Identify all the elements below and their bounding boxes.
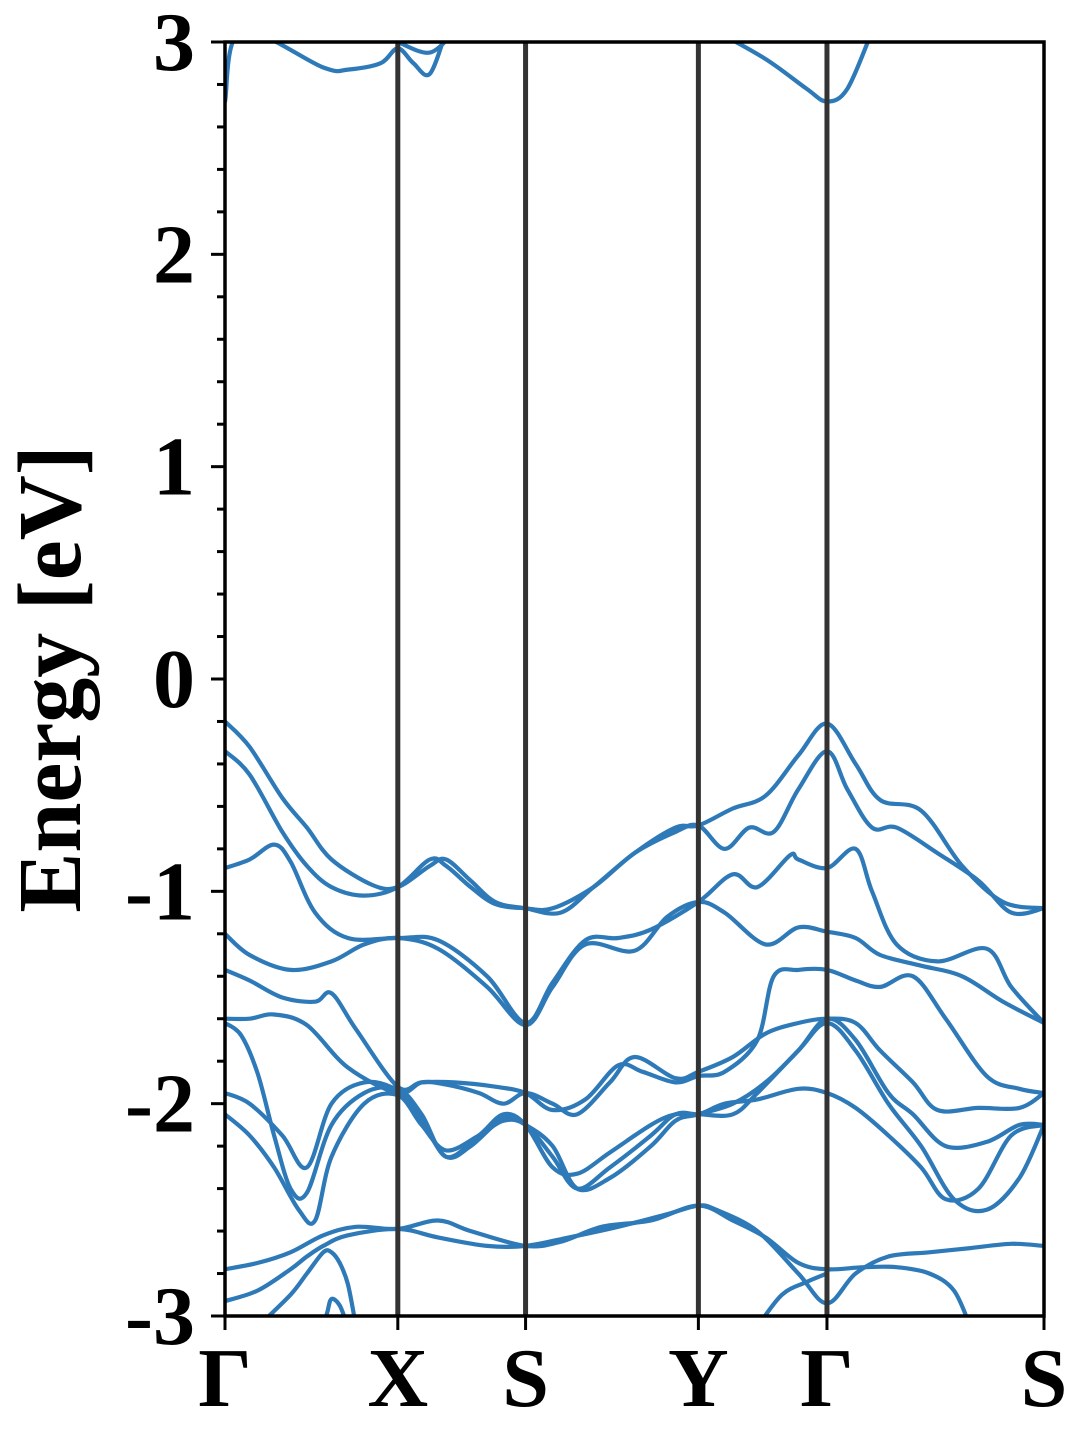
band-line-3 [731,42,871,104]
band-line-1 [225,42,445,104]
band-line-4 [225,719,1044,916]
x-tick-label: X [367,1332,428,1425]
band-line-16 [324,1296,347,1316]
band-line-5 [225,749,1044,917]
x-tick-label: Y [668,1332,729,1425]
band-line-14 [225,1203,1044,1306]
band-line-8 [225,966,1044,1113]
y-axis-label: Energy [eV] [1,445,100,912]
band-line-13 [225,1203,969,1316]
x-tick-label: Γ [198,1332,251,1425]
band-line-12 [225,1020,1044,1226]
y-tick-label: -1 [125,845,195,938]
y-axis-ticks: 3 2 1 0 -1 -2 -3 [125,0,225,1363]
x-tick-label: S [1021,1332,1068,1425]
band-line-7 [225,899,1044,1028]
band-lines [225,42,1044,1316]
y-tick-label: 2 [153,208,195,301]
band-line-15 [265,1248,357,1316]
kpoint-lines [395,42,830,1316]
band-line-10 [225,1020,1044,1203]
band-line-9 [225,1012,1044,1118]
x-tick-label: Γ [800,1332,853,1425]
y-tick-label: -3 [125,1270,195,1363]
y-tick-label: 0 [153,633,195,726]
x-tick-label: S [502,1332,549,1425]
y-tick-label: 3 [153,0,195,89]
band-line-11 [225,1016,1044,1193]
y-tick-label: -2 [125,1058,195,1151]
band-line-6 [225,842,1044,1026]
y-tick-label: 1 [153,421,195,514]
band-line-2 [395,42,448,55]
band-line-17 [762,1271,830,1316]
